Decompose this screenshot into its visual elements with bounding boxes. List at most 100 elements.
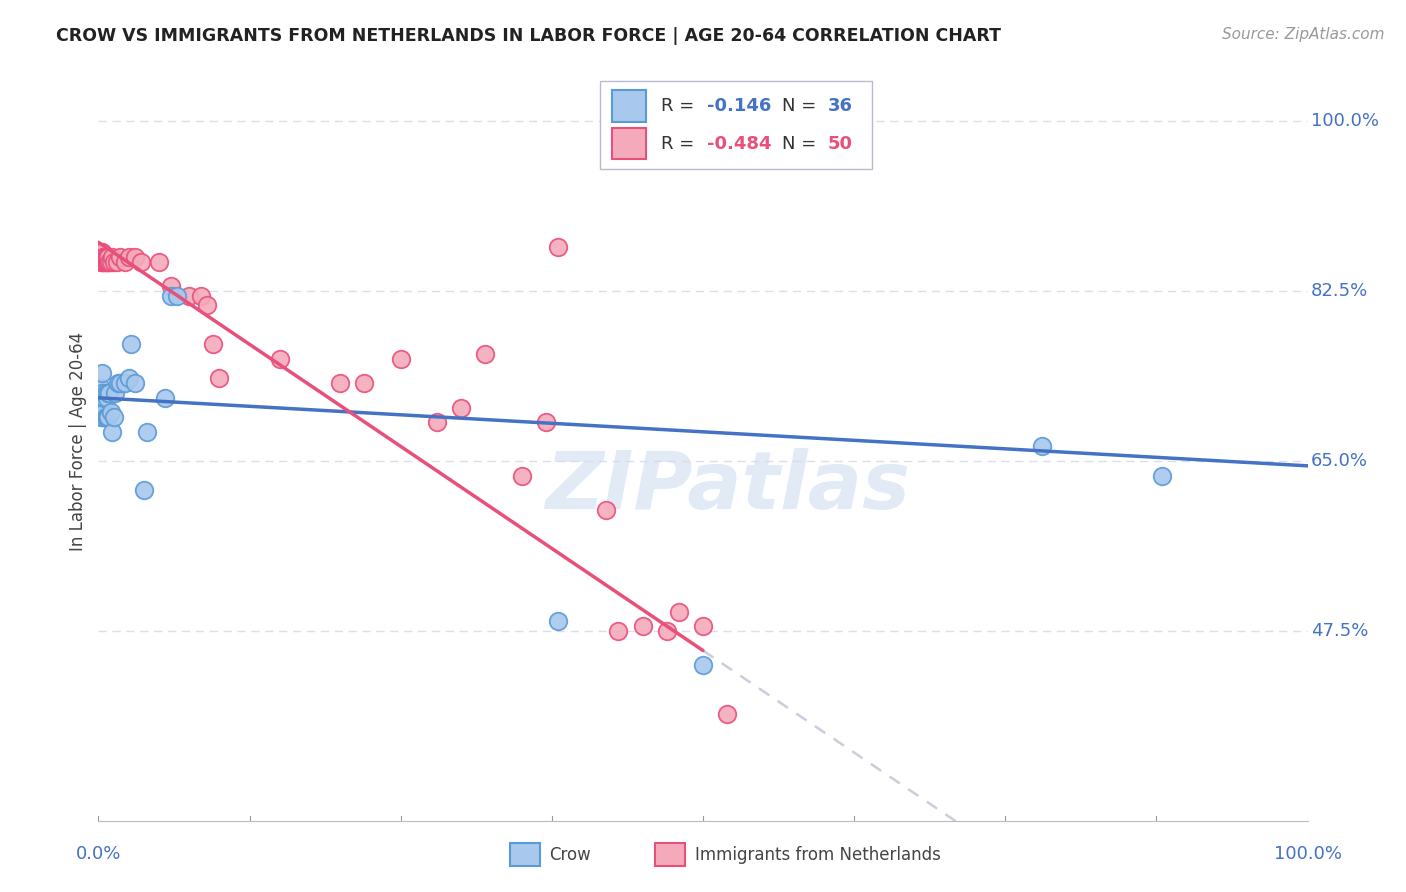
Text: Immigrants from Netherlands: Immigrants from Netherlands xyxy=(695,846,941,863)
Point xyxy=(91,254,114,268)
Point xyxy=(93,391,115,405)
Text: 100.0%: 100.0% xyxy=(1312,112,1379,129)
Point xyxy=(692,619,714,633)
FancyBboxPatch shape xyxy=(655,844,685,866)
Point xyxy=(668,605,690,619)
Point xyxy=(91,250,114,264)
Point xyxy=(103,254,125,268)
Point xyxy=(90,254,112,268)
Point xyxy=(134,483,156,497)
FancyBboxPatch shape xyxy=(509,844,540,866)
Text: 82.5%: 82.5% xyxy=(1312,282,1368,300)
Point xyxy=(91,410,114,425)
Point xyxy=(97,254,120,268)
Point xyxy=(96,254,118,268)
Point xyxy=(547,615,569,629)
Point xyxy=(124,376,146,391)
Point xyxy=(450,401,472,415)
Point xyxy=(607,624,630,639)
Point xyxy=(100,254,122,268)
Point xyxy=(124,250,146,264)
Point xyxy=(98,386,121,401)
Point xyxy=(89,391,111,405)
Point xyxy=(389,351,412,366)
Point xyxy=(90,410,112,425)
Point xyxy=(655,624,678,639)
Point xyxy=(107,376,129,391)
Text: 0.0%: 0.0% xyxy=(76,845,121,863)
Text: 47.5%: 47.5% xyxy=(1312,622,1368,640)
Text: -0.146: -0.146 xyxy=(707,96,770,115)
Point xyxy=(179,289,201,303)
Point xyxy=(96,391,118,405)
Point xyxy=(534,415,557,429)
Point xyxy=(100,425,122,439)
Point xyxy=(98,254,121,268)
Point xyxy=(91,245,114,260)
Point xyxy=(91,367,114,381)
Point xyxy=(97,386,120,401)
Text: ZIPatlas: ZIPatlas xyxy=(544,448,910,526)
Point xyxy=(96,250,118,264)
Point xyxy=(91,254,114,268)
Point xyxy=(90,381,112,395)
Text: 36: 36 xyxy=(828,96,852,115)
Text: -0.484: -0.484 xyxy=(707,135,770,153)
Point xyxy=(202,337,225,351)
Point xyxy=(105,254,128,268)
Text: Source: ZipAtlas.com: Source: ZipAtlas.com xyxy=(1222,27,1385,42)
Point xyxy=(93,250,115,264)
Text: 50: 50 xyxy=(828,135,852,153)
Point xyxy=(114,254,136,268)
FancyBboxPatch shape xyxy=(600,81,872,169)
Point xyxy=(426,415,449,429)
Point xyxy=(547,240,569,254)
Point xyxy=(108,250,131,264)
Point xyxy=(208,371,231,385)
Point xyxy=(160,289,183,303)
Point xyxy=(329,376,352,391)
Point xyxy=(97,250,120,264)
Point xyxy=(94,410,117,425)
Text: N =: N = xyxy=(782,135,821,153)
Text: R =: R = xyxy=(661,135,700,153)
Point xyxy=(129,254,152,268)
Point xyxy=(100,250,122,264)
Point xyxy=(114,376,136,391)
Point xyxy=(595,502,617,516)
Point xyxy=(91,391,114,405)
Point xyxy=(148,254,170,268)
Point xyxy=(103,410,125,425)
Point xyxy=(166,289,188,303)
Text: 100.0%: 100.0% xyxy=(1274,845,1341,863)
Point xyxy=(94,254,117,268)
Point xyxy=(118,371,141,385)
Text: 65.0%: 65.0% xyxy=(1312,452,1368,470)
Point xyxy=(91,410,114,425)
FancyBboxPatch shape xyxy=(613,128,647,160)
Point xyxy=(353,376,375,391)
Y-axis label: In Labor Force | Age 20-64: In Labor Force | Age 20-64 xyxy=(69,332,87,551)
Point xyxy=(91,250,114,264)
Point xyxy=(135,425,157,439)
Point xyxy=(195,298,218,312)
Point xyxy=(94,250,117,264)
FancyBboxPatch shape xyxy=(613,90,647,121)
Point xyxy=(631,619,654,633)
Point xyxy=(1031,439,1053,453)
Point xyxy=(120,337,142,351)
Point xyxy=(90,245,112,260)
Point xyxy=(100,405,122,419)
Point xyxy=(89,250,111,264)
Point xyxy=(104,386,127,401)
Point xyxy=(93,254,115,268)
Text: R =: R = xyxy=(661,96,700,115)
Point xyxy=(474,347,496,361)
Point xyxy=(269,351,291,366)
Point xyxy=(160,279,183,293)
Point xyxy=(1152,468,1174,483)
Point xyxy=(96,410,118,425)
Point xyxy=(716,706,738,721)
Point xyxy=(108,376,131,391)
Point xyxy=(118,250,141,264)
